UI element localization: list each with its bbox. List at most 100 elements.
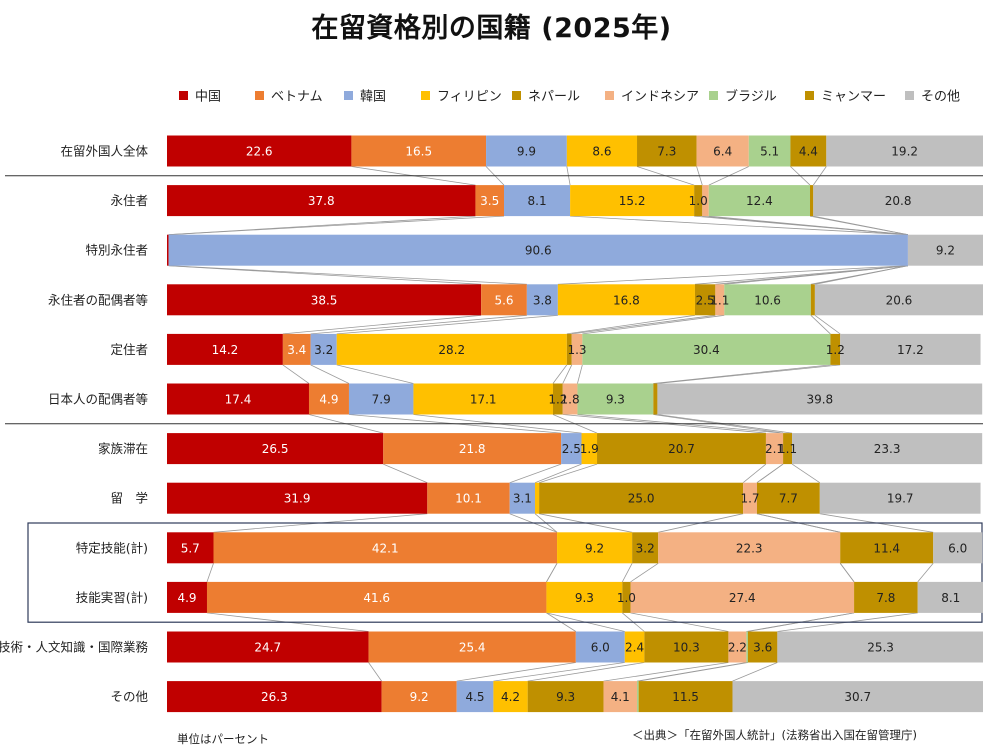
legend-swatch: [344, 91, 353, 100]
connector-line: [336, 314, 558, 335]
connector-line: [630, 562, 659, 583]
data-label: 1.0: [617, 591, 636, 605]
connector-line: [336, 364, 414, 384]
data-label: 20.6: [886, 293, 913, 307]
bar-segment: [168, 234, 908, 266]
data-label: 25.3: [867, 641, 894, 655]
bar-segment: [933, 532, 983, 564]
legend-label: 韓国: [360, 90, 386, 105]
connector-line: [282, 364, 310, 384]
chart-title: 在留資格別の国籍 (2025年): [311, 13, 672, 44]
bar-segment: [566, 135, 638, 167]
bar-segment: [810, 284, 815, 316]
bar-segment: [570, 185, 695, 217]
data-label: 2.1: [765, 442, 784, 456]
bar-segment: [826, 135, 983, 167]
data-label: 1.7: [740, 492, 759, 506]
data-label: 23.3: [874, 442, 901, 456]
legend-swatch: [905, 91, 914, 100]
bar-segment: [653, 383, 658, 415]
data-label: 16.8: [613, 293, 640, 307]
bar-segment: [830, 333, 841, 365]
data-label: 37.8: [308, 194, 335, 208]
bar-segment: [748, 135, 791, 167]
data-label: 8.1: [941, 591, 960, 605]
connector-line: [577, 364, 583, 384]
data-label: 1.0: [689, 194, 708, 208]
data-label: 7.9: [372, 393, 391, 407]
data-label: 5.7: [181, 541, 200, 555]
bar-segment: [167, 333, 283, 365]
data-label: 4.9: [319, 393, 338, 407]
bar-segment: [840, 532, 934, 564]
connector-line: [791, 463, 821, 484]
category-labels: 在留外国人全体永住者特別永住者永住者の配偶者等定住者日本人の配偶者等家族滞在留 …: [0, 144, 148, 705]
unit-note: 単位はパーセント: [177, 732, 269, 746]
legend-label: ベトナム: [271, 90, 323, 105]
bar-segment: [819, 482, 981, 514]
category-label: 永住者の配偶者等: [48, 292, 148, 307]
connector-line: [653, 364, 831, 384]
data-label: 30.7: [844, 690, 871, 704]
data-label: 90.6: [525, 244, 552, 258]
bar-segment: [557, 284, 695, 316]
connector-line: [571, 314, 716, 335]
bar-segment: [854, 581, 918, 613]
data-label: 31.9: [284, 492, 311, 506]
bar-segment: [577, 383, 654, 415]
data-label: 12.4: [746, 194, 773, 208]
data-label: 10.1: [455, 492, 482, 506]
bar-segment: [694, 284, 716, 316]
connector-line: [582, 314, 725, 335]
bar-segment: [783, 433, 793, 465]
connector-line: [810, 315, 831, 335]
connector-line: [917, 563, 934, 583]
connector-lines: [168, 166, 934, 682]
bar-segment: [765, 433, 784, 465]
connector-line: [603, 662, 729, 682]
bar-segment: [383, 433, 562, 465]
bar-segment: [535, 482, 540, 514]
data-label: 2.2: [728, 641, 747, 655]
data-label: 20.7: [668, 442, 695, 456]
data-label: 4.1: [611, 690, 630, 704]
bar-segment: [658, 532, 841, 564]
legend-label: 中国: [195, 90, 221, 105]
data-label: 22.3: [736, 541, 763, 555]
bar-segment: [694, 185, 703, 217]
category-label: 在留外国人全体: [60, 144, 148, 159]
connector-line: [534, 463, 582, 484]
connector-line: [282, 314, 482, 335]
legend-label: ネパール: [528, 90, 580, 105]
data-label: 24.7: [254, 641, 281, 655]
data-label: 26.3: [261, 690, 288, 704]
data-label: 4.9: [177, 591, 196, 605]
bar-segment: [792, 433, 983, 465]
data-label: 20.8: [885, 194, 912, 208]
legend-label: フィリピン: [437, 90, 502, 105]
connector-line: [566, 314, 696, 335]
category-label: その他: [110, 689, 148, 704]
category-label: 留 学: [110, 491, 148, 506]
data-label: 8.1: [528, 194, 547, 208]
data-label: 25.0: [628, 492, 655, 506]
bar-segment: [597, 433, 766, 465]
connector-line: [562, 364, 573, 384]
legend-swatch: [805, 91, 814, 100]
data-label: 26.5: [262, 442, 289, 456]
bar-segment: [539, 482, 744, 514]
connector-line: [456, 662, 576, 682]
connector-line: [621, 563, 633, 583]
connector-line: [742, 463, 767, 484]
bar-segment: [702, 185, 709, 217]
data-label: 19.7: [887, 492, 914, 506]
data-label: 1.8: [561, 393, 580, 407]
data-label: 3.8: [533, 293, 552, 307]
data-label: 7.7: [779, 492, 798, 506]
bar-segment: [493, 681, 528, 713]
data-label: 21.8: [459, 442, 486, 456]
legend-swatch: [179, 91, 188, 100]
category-label: 技術・人文知識・国際業務: [0, 640, 148, 655]
bar-segment: [368, 631, 576, 663]
